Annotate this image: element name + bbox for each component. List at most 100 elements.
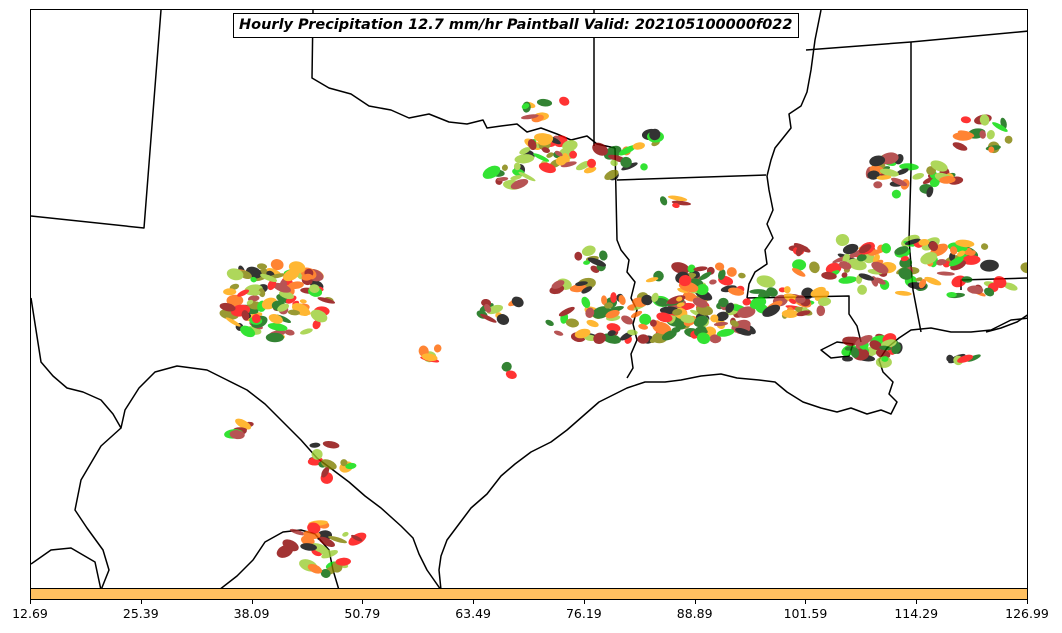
colorbar-tick-label: 88.89 bbox=[676, 606, 713, 621]
precip-blob bbox=[241, 310, 250, 321]
precip-blob bbox=[649, 319, 657, 327]
precip-blob bbox=[575, 281, 588, 286]
precip-blob bbox=[672, 308, 683, 316]
precip-blob bbox=[279, 279, 287, 290]
precip-blob bbox=[957, 250, 966, 257]
precip-blob bbox=[656, 312, 673, 323]
precip-blob bbox=[915, 277, 923, 282]
precip-blob bbox=[671, 262, 690, 274]
precip-blob bbox=[481, 298, 492, 307]
precip-blob bbox=[317, 297, 336, 304]
precip-blob bbox=[715, 311, 729, 322]
colorbar-tick-mark bbox=[583, 600, 585, 604]
precip-blob bbox=[649, 337, 657, 344]
precipitation-blobs bbox=[219, 96, 1027, 578]
precip-blob bbox=[713, 321, 729, 327]
precip-blob bbox=[610, 292, 617, 303]
precip-blob bbox=[881, 356, 889, 362]
precip-blob bbox=[586, 158, 597, 168]
precip-blob bbox=[904, 238, 921, 246]
precip-blob bbox=[309, 284, 320, 294]
precip-blob bbox=[554, 150, 563, 157]
precip-blob bbox=[599, 250, 608, 261]
precip-blob bbox=[537, 134, 554, 146]
precip-blob bbox=[967, 285, 984, 294]
precip-blob bbox=[235, 418, 252, 430]
colorbar bbox=[30, 588, 1028, 600]
precip-blob bbox=[693, 315, 708, 328]
precip-blob bbox=[519, 147, 531, 155]
precip-blob bbox=[604, 169, 619, 181]
precip-blob bbox=[551, 280, 565, 289]
precip-blob bbox=[649, 128, 661, 141]
state-border-tn bbox=[805, 30, 1027, 51]
precip-blob bbox=[581, 296, 591, 309]
precip-blob bbox=[749, 296, 767, 310]
precip-blob bbox=[340, 459, 348, 467]
precip-blob bbox=[894, 290, 912, 296]
precip-blob bbox=[560, 161, 577, 168]
precip-blob bbox=[637, 334, 650, 344]
precip-blob bbox=[574, 328, 591, 339]
precip-blob bbox=[545, 319, 554, 327]
precip-blob bbox=[310, 309, 328, 323]
precip-blob bbox=[536, 98, 553, 107]
precip-blob bbox=[501, 164, 508, 171]
precip-blob bbox=[219, 302, 236, 312]
colorbar-tick-mark bbox=[916, 600, 918, 604]
precip-blob bbox=[284, 329, 295, 336]
state-border-ar-la bbox=[616, 174, 767, 181]
precip-blob bbox=[842, 356, 853, 362]
precip-blob bbox=[920, 252, 938, 265]
precip-blob bbox=[756, 275, 776, 288]
precip-blob bbox=[225, 317, 241, 327]
precip-blob bbox=[855, 335, 873, 347]
map-panel bbox=[30, 9, 1028, 589]
precip-blob bbox=[309, 442, 321, 448]
colorbar-tick-label: 38.09 bbox=[233, 606, 270, 621]
precip-blob bbox=[682, 304, 690, 311]
state-border-nm-co bbox=[31, 10, 162, 229]
precip-blob bbox=[874, 277, 886, 285]
precip-blob bbox=[601, 295, 608, 306]
colorbar-tick-mark bbox=[140, 600, 142, 604]
precip-blob bbox=[1003, 282, 1018, 291]
precip-blob bbox=[961, 276, 973, 283]
precip-blob bbox=[950, 246, 958, 255]
precip-blob bbox=[581, 286, 593, 294]
precip-blob bbox=[918, 238, 930, 246]
precip-blob bbox=[730, 320, 739, 327]
precip-blob bbox=[809, 261, 820, 274]
precip-blob bbox=[627, 329, 638, 336]
precip-blob bbox=[229, 283, 240, 291]
precip-blob bbox=[988, 146, 995, 153]
precip-blob bbox=[762, 304, 781, 317]
precip-blob bbox=[283, 268, 300, 282]
precip-blob bbox=[699, 271, 712, 281]
precip-blob bbox=[651, 292, 659, 303]
precip-blob bbox=[881, 243, 892, 254]
precip-blob bbox=[894, 246, 909, 255]
precip-blob bbox=[728, 287, 745, 296]
precip-blob bbox=[583, 166, 597, 174]
precip-blob bbox=[714, 262, 725, 271]
colorbar-tick-label: 76.19 bbox=[565, 606, 602, 621]
precip-blob bbox=[672, 202, 680, 209]
precip-blob bbox=[716, 328, 735, 337]
precip-blob bbox=[510, 175, 522, 181]
colorbar-tick-mark bbox=[694, 600, 696, 604]
precip-blob bbox=[276, 544, 294, 558]
precip-blob bbox=[929, 178, 940, 188]
coastline-gulf bbox=[438, 317, 1027, 588]
coastline-fl bbox=[985, 314, 1027, 333]
precip-blob bbox=[268, 314, 283, 324]
precip-blob bbox=[841, 272, 848, 278]
precip-blob bbox=[952, 142, 968, 151]
precip-blob bbox=[879, 168, 899, 177]
precip-blob bbox=[875, 348, 891, 359]
precip-blob bbox=[258, 288, 266, 298]
precip-blob bbox=[725, 302, 735, 314]
precip-blob bbox=[912, 172, 925, 180]
precip-blob bbox=[638, 323, 648, 330]
precip-blob bbox=[640, 163, 648, 171]
